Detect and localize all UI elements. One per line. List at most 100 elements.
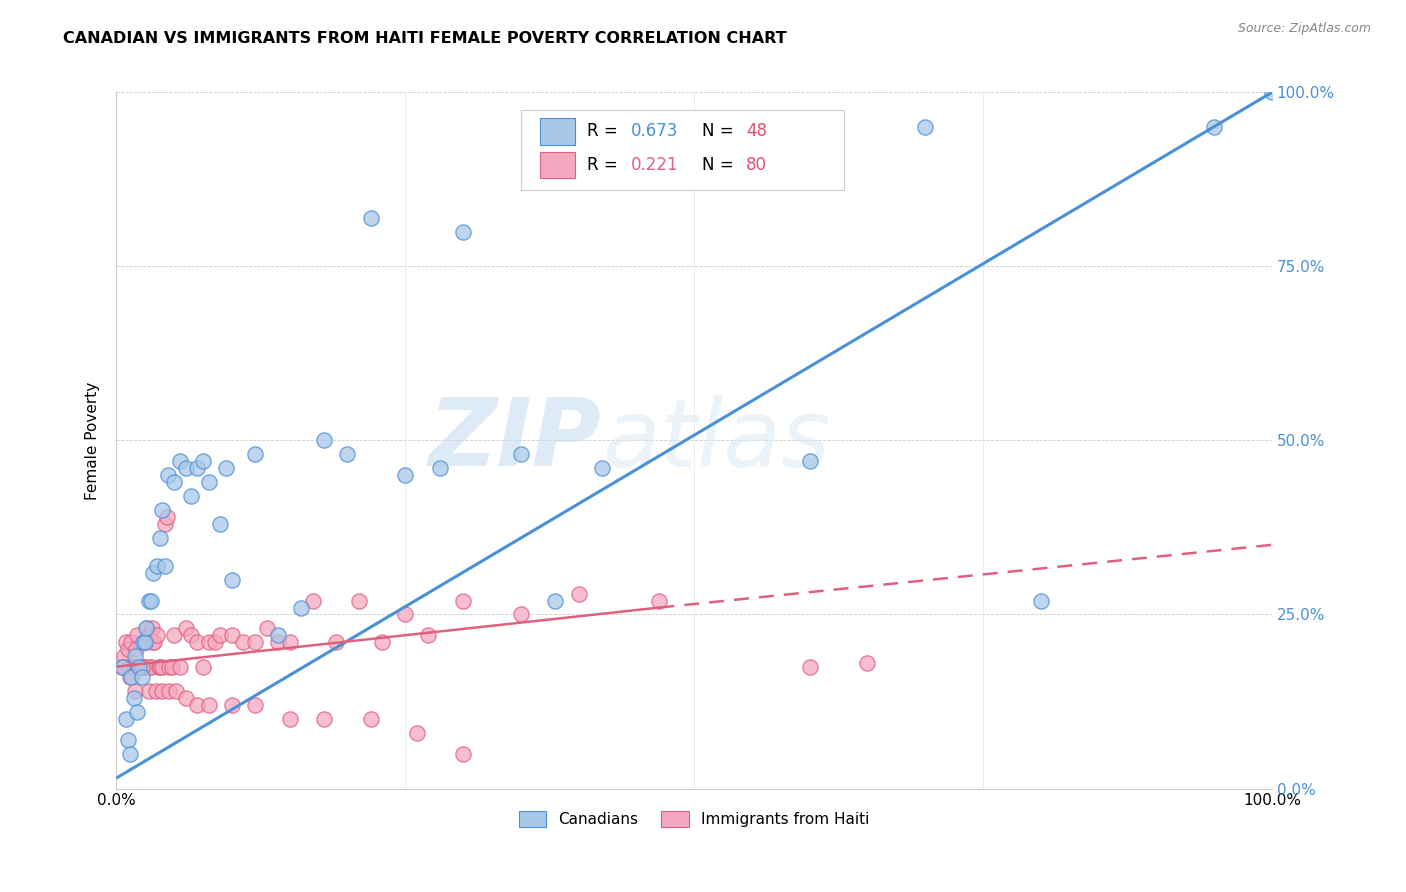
Point <box>124 684 146 698</box>
Point <box>148 659 170 673</box>
Point <box>120 659 142 673</box>
Point <box>243 635 266 649</box>
Text: 0.673: 0.673 <box>630 122 678 140</box>
Point <box>120 670 142 684</box>
Point <box>114 712 136 726</box>
Point <box>799 659 821 673</box>
Point <box>180 628 202 642</box>
Point <box>360 712 382 726</box>
Point <box>118 659 141 673</box>
Point <box>132 659 155 673</box>
Point <box>169 454 191 468</box>
Text: 80: 80 <box>747 156 768 174</box>
Point <box>128 659 150 673</box>
Point <box>134 659 156 673</box>
Point <box>120 747 142 761</box>
Point <box>112 649 135 664</box>
Point <box>567 586 589 600</box>
Point <box>142 635 165 649</box>
Point <box>160 659 183 673</box>
Point <box>141 621 163 635</box>
Point <box>243 698 266 712</box>
Point <box>360 211 382 225</box>
Point <box>135 621 157 635</box>
Point <box>145 684 167 698</box>
Point <box>124 649 146 664</box>
Point <box>914 120 936 135</box>
Point <box>209 516 232 531</box>
FancyBboxPatch shape <box>540 152 575 178</box>
Text: N =: N = <box>702 156 740 174</box>
Point <box>544 593 567 607</box>
Point <box>169 659 191 673</box>
Point <box>180 489 202 503</box>
Point <box>278 635 301 649</box>
Point <box>197 475 219 490</box>
Point <box>174 621 197 635</box>
Point <box>174 461 197 475</box>
Text: 0.221: 0.221 <box>630 156 678 174</box>
Point <box>111 659 134 673</box>
Text: atlas: atlas <box>602 395 830 486</box>
Point <box>152 503 174 517</box>
Point <box>197 698 219 712</box>
Text: R =: R = <box>586 122 623 140</box>
Point <box>267 635 290 649</box>
Point <box>648 593 671 607</box>
Point <box>301 593 323 607</box>
Point <box>127 659 149 673</box>
Point <box>799 454 821 468</box>
Point <box>243 447 266 461</box>
Point <box>191 454 214 468</box>
Point <box>451 593 474 607</box>
Point <box>122 691 145 706</box>
Text: CANADIAN VS IMMIGRANTS FROM HAITI FEMALE POVERTY CORRELATION CHART: CANADIAN VS IMMIGRANTS FROM HAITI FEMALE… <box>63 31 787 46</box>
Point <box>429 461 451 475</box>
Point <box>394 468 416 483</box>
Point <box>1204 120 1226 135</box>
Point <box>371 635 394 649</box>
Point <box>1029 593 1052 607</box>
Point <box>142 566 165 580</box>
Point <box>314 434 336 448</box>
Point <box>325 635 347 649</box>
Point <box>129 659 152 673</box>
Point <box>125 642 148 657</box>
Point <box>145 628 167 642</box>
Point <box>134 635 156 649</box>
Point <box>209 628 232 642</box>
Point <box>145 558 167 573</box>
FancyBboxPatch shape <box>540 118 575 145</box>
Point <box>136 621 159 635</box>
Point <box>197 635 219 649</box>
Text: ZIP: ZIP <box>429 394 602 486</box>
Point <box>163 475 186 490</box>
Point <box>221 628 243 642</box>
Legend: Canadians, Immigrants from Haiti: Canadians, Immigrants from Haiti <box>513 805 876 833</box>
Point <box>152 684 174 698</box>
Point <box>125 705 148 719</box>
Point <box>405 726 427 740</box>
Point <box>132 659 155 673</box>
Point <box>114 635 136 649</box>
Point <box>856 657 879 671</box>
Point <box>111 659 134 673</box>
Point <box>394 607 416 622</box>
Point <box>139 659 162 673</box>
Point <box>124 659 146 673</box>
Point <box>159 684 181 698</box>
Point <box>139 659 162 673</box>
Point <box>336 447 359 461</box>
Point <box>138 628 160 642</box>
Point <box>131 670 153 684</box>
Point <box>120 670 142 684</box>
Point <box>290 600 312 615</box>
Point <box>159 659 181 673</box>
Text: N =: N = <box>702 122 740 140</box>
Point <box>149 531 172 545</box>
Point <box>221 698 243 712</box>
Point <box>117 642 139 657</box>
Point <box>509 607 531 622</box>
Point <box>163 628 186 642</box>
FancyBboxPatch shape <box>520 110 845 190</box>
